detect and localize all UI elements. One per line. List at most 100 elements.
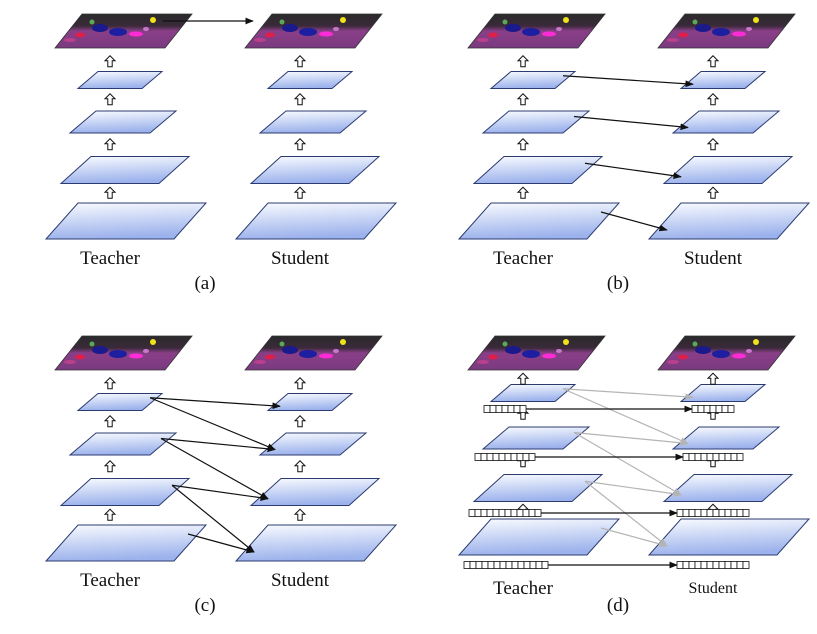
teacher-feature-vector xyxy=(463,561,549,569)
teacher-label: Teacher xyxy=(80,570,141,591)
connection-arrow xyxy=(600,211,668,232)
hollow-up-arrow-icon xyxy=(103,377,117,390)
student-label: Student xyxy=(271,570,330,591)
connection-arrow xyxy=(584,480,682,498)
panel-caption: (b) xyxy=(607,273,629,294)
hollow-up-arrow-icon xyxy=(516,138,530,151)
student-layer-4 xyxy=(647,518,811,556)
teacher-output-segmentation-image xyxy=(467,13,606,49)
teacher-layer-3 xyxy=(472,156,604,184)
connection-arrow xyxy=(584,162,682,180)
panel-a: Teacher Student (a) xyxy=(44,13,398,294)
hollow-up-arrow-icon xyxy=(516,372,530,385)
teacher-feature-vector xyxy=(483,405,527,413)
connection-arrow xyxy=(584,480,668,547)
student-layer-3 xyxy=(249,478,381,506)
hollow-up-arrow-icon xyxy=(293,55,307,68)
hollow-up-arrow-icon xyxy=(103,460,117,473)
teacher-label: Teacher xyxy=(493,248,554,269)
hollow-up-arrow-icon xyxy=(706,186,720,199)
student-feature-vector xyxy=(676,561,750,569)
student-layer-3 xyxy=(662,474,794,502)
hollow-up-arrow-icon xyxy=(706,55,720,68)
hollow-up-arrow-icon xyxy=(706,93,720,106)
teacher-output-segmentation-image xyxy=(54,13,193,49)
connection-arrow xyxy=(160,437,269,500)
teacher-layer-1 xyxy=(489,384,577,402)
hollow-up-arrow-icon xyxy=(103,508,117,521)
student-layer-1 xyxy=(266,71,354,89)
student-layer-4 xyxy=(234,202,398,240)
teacher-layer-4 xyxy=(457,202,621,240)
teacher-layer-1 xyxy=(76,71,164,89)
connection-arrow xyxy=(171,484,255,553)
teacher-feature-vector xyxy=(468,509,542,517)
student-layer-4 xyxy=(234,524,398,562)
hollow-up-arrow-icon xyxy=(293,138,307,151)
teacher-layer-4 xyxy=(457,518,621,556)
hollow-up-arrow-icon xyxy=(516,186,530,199)
student-layer-1 xyxy=(266,393,354,411)
connection-arrow xyxy=(573,431,682,496)
hollow-up-arrow-icon xyxy=(103,138,117,151)
student-layer-1 xyxy=(679,71,767,89)
hollow-up-arrow-icon xyxy=(293,460,307,473)
hollow-up-arrow-icon xyxy=(516,55,530,68)
student-layer-3 xyxy=(662,156,794,184)
student-layer-4 xyxy=(647,202,811,240)
teacher-layer-3 xyxy=(59,478,191,506)
teacher-layer-2 xyxy=(68,110,178,134)
student-layer-2 xyxy=(258,110,368,134)
teacher-output-segmentation-image xyxy=(467,335,606,371)
connection-arrow xyxy=(600,527,668,548)
student-output-segmentation-image xyxy=(244,335,383,371)
hollow-up-arrow-icon xyxy=(706,138,720,151)
student-feature-vector xyxy=(691,405,735,413)
hollow-up-arrow-icon xyxy=(293,93,307,106)
teacher-layer-1 xyxy=(489,71,577,89)
student-label: Student xyxy=(689,580,738,597)
connection-arrow xyxy=(149,397,276,451)
student-layer-2 xyxy=(258,432,368,456)
connection-arrow xyxy=(149,397,281,410)
student-label: Student xyxy=(271,248,330,269)
teacher-layer-4 xyxy=(44,202,208,240)
hollow-up-arrow-icon xyxy=(293,415,307,428)
connection-arrow xyxy=(573,115,689,131)
teacher-layer-4 xyxy=(44,524,208,562)
student-layer-2 xyxy=(671,426,781,450)
teacher-label: Teacher xyxy=(493,578,554,599)
student-output-segmentation-image xyxy=(657,335,796,371)
panel-caption: (c) xyxy=(194,595,215,616)
teacher-layer-1 xyxy=(76,393,164,411)
student-layer-3 xyxy=(249,156,381,184)
teacher-layer-2 xyxy=(481,110,591,134)
teacher-layer-3 xyxy=(59,156,191,184)
panel-c: Teacher Student (c) xyxy=(44,335,398,616)
student-feature-vector xyxy=(682,453,744,461)
hollow-up-arrow-icon xyxy=(293,508,307,521)
teacher-layer-2 xyxy=(68,432,178,456)
connection-arrow xyxy=(562,388,689,445)
panel-caption: (d) xyxy=(607,595,629,616)
student-output-segmentation-image xyxy=(657,13,796,49)
hollow-up-arrow-icon xyxy=(293,377,307,390)
connection-arrow xyxy=(573,431,689,447)
teacher-output-segmentation-image xyxy=(54,335,193,371)
hollow-up-arrow-icon xyxy=(103,186,117,199)
panel-b: Teacher Student (b) xyxy=(457,13,811,294)
hollow-up-arrow-icon xyxy=(516,93,530,106)
panel-caption: (a) xyxy=(194,273,215,294)
hollow-up-arrow-icon xyxy=(706,372,720,385)
student-layer-2 xyxy=(671,110,781,134)
teacher-layer-2 xyxy=(481,426,591,450)
connection-arrow xyxy=(171,484,269,502)
student-label: Student xyxy=(684,248,743,269)
connection-arrow xyxy=(562,75,694,88)
student-feature-vector xyxy=(676,509,750,517)
teacher-feature-vector xyxy=(474,453,536,461)
student-output-segmentation-image xyxy=(244,13,383,49)
connection-arrow xyxy=(160,437,276,453)
connection-arrow xyxy=(562,388,694,401)
